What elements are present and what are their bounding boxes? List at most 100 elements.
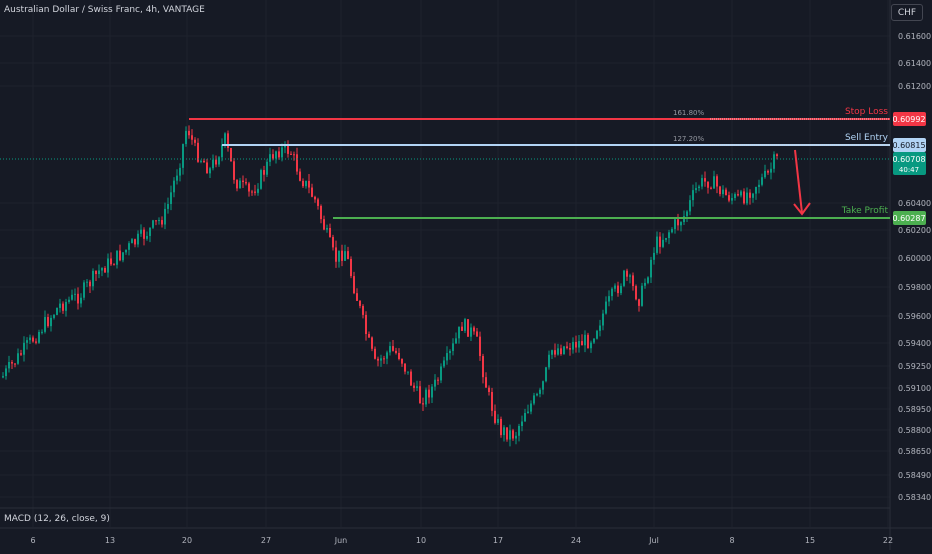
candle-body xyxy=(746,192,748,204)
candle-body xyxy=(725,189,727,196)
candle-body xyxy=(407,371,409,373)
candle-body xyxy=(452,343,454,351)
candle-body xyxy=(584,334,586,346)
candle-body xyxy=(539,389,541,394)
sell-arrow xyxy=(794,149,803,214)
x-tick-label: 20 xyxy=(182,536,192,545)
candle-body xyxy=(635,286,637,300)
candle-body xyxy=(233,161,235,180)
candle-body xyxy=(419,386,421,404)
candle-body xyxy=(47,317,49,327)
candle-body xyxy=(98,270,100,275)
candle-body xyxy=(50,317,52,327)
candle-body xyxy=(275,151,277,159)
candle-body xyxy=(428,389,430,398)
candle-body xyxy=(440,366,442,381)
candle-body xyxy=(548,354,550,368)
candle-body xyxy=(773,154,775,169)
candle-body xyxy=(332,237,334,248)
candle-body xyxy=(722,189,724,195)
candle-body xyxy=(503,427,505,436)
level-label: Stop Loss xyxy=(845,107,888,117)
candle-body xyxy=(371,337,373,349)
x-tick-label: Jun xyxy=(334,536,348,545)
current-price-tag xyxy=(893,152,926,175)
candle-body xyxy=(212,159,214,169)
x-tick-label: Jul xyxy=(648,536,659,545)
candle-body xyxy=(206,162,208,174)
candle-body xyxy=(626,270,628,277)
candle-body xyxy=(620,285,622,294)
candle-body xyxy=(32,337,34,342)
candle-body xyxy=(65,301,67,311)
y-tick-label: 0.61400 xyxy=(898,59,931,68)
candle-body xyxy=(209,168,211,174)
candle-body xyxy=(278,151,280,158)
candle-body xyxy=(29,337,31,341)
candle-body xyxy=(230,148,232,162)
macd-indicator-label[interactable]: MACD (12, 26, close, 9) xyxy=(4,514,110,524)
candle-body xyxy=(557,348,559,355)
candle-body xyxy=(701,178,703,187)
candle-body xyxy=(167,203,169,209)
candle-body xyxy=(743,191,745,204)
candle-body xyxy=(215,159,217,165)
candle-body xyxy=(647,277,649,283)
price-tag xyxy=(893,112,926,126)
y-tick-label: 0.58950 xyxy=(898,405,931,414)
candle-body xyxy=(317,199,319,206)
candle-body xyxy=(554,350,556,355)
candle-body xyxy=(101,268,103,271)
candle-body xyxy=(776,154,778,156)
candle-body xyxy=(245,182,247,184)
candle-body xyxy=(158,220,160,222)
candle-body xyxy=(221,144,223,158)
candle-body xyxy=(341,250,343,261)
candle-body xyxy=(737,194,739,196)
candle-body xyxy=(179,167,181,176)
candle-body xyxy=(650,259,652,278)
candle-body xyxy=(470,327,472,337)
candle-body xyxy=(353,276,355,294)
candle-body xyxy=(26,340,28,343)
candle-body xyxy=(623,270,625,286)
price-tag xyxy=(893,138,926,152)
candle-body xyxy=(479,336,481,357)
candle-body xyxy=(305,180,307,187)
candle-body xyxy=(134,239,136,245)
candle-body xyxy=(194,139,196,143)
candle-body xyxy=(431,386,433,398)
candle-body xyxy=(83,282,85,298)
candle-body xyxy=(500,418,502,436)
candle-body xyxy=(128,243,130,250)
candle-body xyxy=(173,180,175,193)
candle-body xyxy=(404,363,406,372)
candle-body xyxy=(59,303,61,308)
candle-body xyxy=(422,403,424,405)
candle-body xyxy=(56,307,58,315)
candle-body xyxy=(260,170,262,189)
candle-body xyxy=(95,270,97,275)
candle-body xyxy=(74,293,76,295)
candle-body xyxy=(578,341,580,348)
y-tick-label: 0.59100 xyxy=(898,384,931,393)
candle-body xyxy=(413,385,415,388)
candle-body xyxy=(293,154,295,156)
candle-body xyxy=(749,192,751,198)
candle-body xyxy=(521,421,523,426)
candle-body xyxy=(512,430,514,439)
x-tick-label: 22 xyxy=(883,536,893,545)
candle-body xyxy=(590,342,592,349)
y-tick-label: 0.59800 xyxy=(898,283,931,292)
candle-body xyxy=(239,180,241,189)
candle-body xyxy=(251,191,253,193)
candle-body xyxy=(644,282,646,286)
candle-body xyxy=(146,235,148,239)
y-tick-label: 0.60000 xyxy=(898,254,931,263)
candle-body xyxy=(482,356,484,378)
candle-body xyxy=(200,160,202,162)
currency-button[interactable]: CHF xyxy=(891,4,923,21)
candle-body xyxy=(671,229,673,233)
candle-body xyxy=(368,334,370,338)
